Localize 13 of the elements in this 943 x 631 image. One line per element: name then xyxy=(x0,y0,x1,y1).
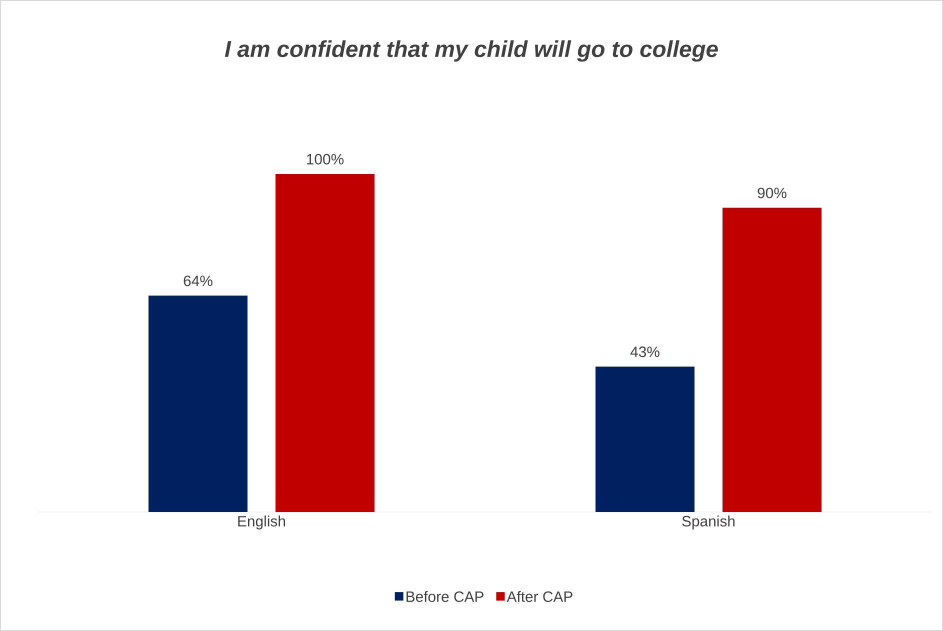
legend-label: After CAP xyxy=(506,591,572,602)
x-tick-label: Spanish xyxy=(682,516,735,530)
data-label: 64% xyxy=(184,276,212,286)
chart-title: I am confident that my child will go to college xyxy=(224,40,718,62)
bar xyxy=(276,174,375,512)
data-label: 100% xyxy=(307,154,344,164)
bar xyxy=(722,208,822,512)
data-label: 43% xyxy=(630,346,660,358)
bar xyxy=(596,366,695,512)
data-label: 90% xyxy=(758,188,786,198)
x-tick-label: English xyxy=(238,516,286,530)
legend-label: Before CAP xyxy=(406,591,484,602)
bar xyxy=(148,296,248,512)
